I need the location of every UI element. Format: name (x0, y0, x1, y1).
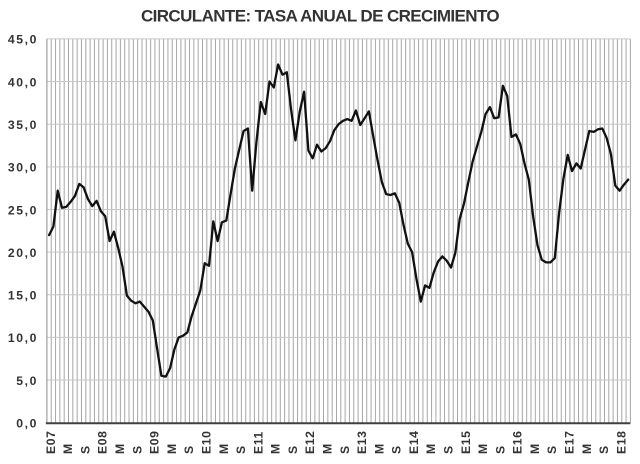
svg-text:M: M (113, 443, 127, 454)
svg-text:E15: E15 (459, 431, 473, 455)
svg-text:CIRCULANTE: TASA ANUAL DE CREC: CIRCULANTE: TASA ANUAL DE CRECIMIENTO (141, 7, 499, 26)
svg-text:30,0: 30,0 (8, 161, 38, 175)
svg-text:S: S (78, 445, 92, 454)
svg-text:E14: E14 (407, 431, 421, 455)
svg-text:M: M (321, 443, 335, 454)
svg-text:M: M (269, 443, 283, 454)
svg-text:S: S (493, 445, 507, 454)
svg-text:40,0: 40,0 (8, 75, 38, 89)
svg-text:E10: E10 (200, 431, 214, 455)
svg-text:M: M (580, 443, 594, 454)
svg-text:E07: E07 (44, 431, 58, 455)
svg-text:S: S (130, 445, 144, 454)
svg-text:15,0: 15,0 (8, 289, 38, 303)
svg-text:M: M (372, 443, 386, 454)
svg-text:M: M (528, 443, 542, 454)
svg-text:E18: E18 (614, 431, 628, 455)
svg-text:M: M (217, 443, 231, 454)
svg-text:E16: E16 (511, 431, 525, 455)
svg-text:25,0: 25,0 (8, 203, 38, 217)
svg-text:E08: E08 (96, 431, 110, 455)
svg-text:S: S (390, 445, 404, 454)
svg-text:5,0: 5,0 (16, 374, 38, 388)
svg-text:S: S (545, 445, 559, 454)
svg-text:E17: E17 (563, 431, 577, 455)
svg-text:E11: E11 (251, 431, 265, 454)
svg-text:10,0: 10,0 (8, 331, 38, 345)
svg-text:S: S (442, 445, 456, 454)
svg-text:S: S (597, 445, 611, 454)
svg-text:20,0: 20,0 (8, 246, 38, 260)
svg-text:M: M (476, 443, 490, 454)
svg-text:E09: E09 (148, 431, 162, 455)
svg-text:S: S (286, 445, 300, 454)
svg-text:S: S (182, 445, 196, 454)
svg-text:M: M (165, 443, 179, 454)
svg-text:S: S (338, 445, 352, 454)
svg-text:M: M (424, 443, 438, 454)
svg-text:E13: E13 (355, 431, 369, 455)
svg-text:E12: E12 (303, 431, 317, 455)
svg-text:M: M (61, 443, 75, 454)
svg-text:45,0: 45,0 (8, 33, 38, 47)
svg-text:S: S (234, 445, 248, 454)
svg-text:35,0: 35,0 (8, 118, 38, 132)
svg-text:0,0: 0,0 (16, 417, 38, 431)
